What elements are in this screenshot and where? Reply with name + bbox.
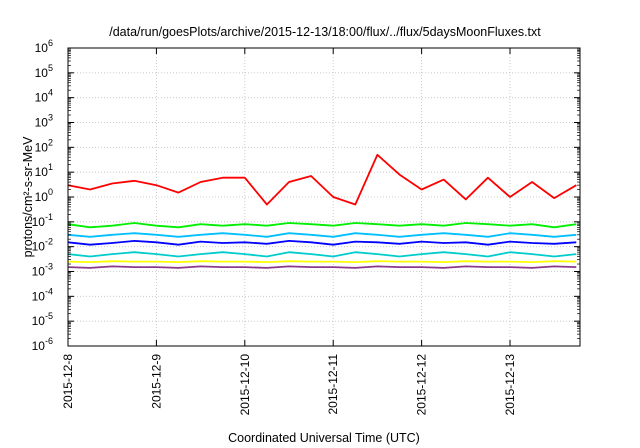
- y-tick-labels: 10-610-510-410-310-210-11001011021031041…: [32, 38, 53, 353]
- series-line: [67, 153, 577, 206]
- grid: [67, 47, 580, 347]
- y-tick-label: 10-4: [32, 286, 53, 303]
- series-group: [67, 153, 577, 269]
- y-tick-label: 106: [35, 38, 53, 55]
- series-line: [67, 232, 577, 238]
- y-tick-exponent: -2: [45, 237, 53, 247]
- y-tick-base: 10: [32, 240, 46, 254]
- series-line: [67, 260, 577, 264]
- y-tick-label: 100: [35, 187, 53, 204]
- series-line: [67, 239, 577, 246]
- y-tick-exponent: 6: [48, 38, 53, 48]
- y-tick-label: 101: [35, 162, 53, 179]
- y-tick-label: 10-3: [32, 262, 53, 279]
- y-tick-base: 10: [32, 215, 46, 229]
- y-tick-exponent: 1: [48, 162, 53, 172]
- y-tick-exponent: -5: [45, 311, 53, 321]
- y-tick-exponent: -4: [45, 286, 53, 296]
- y-tick-base: 10: [32, 314, 46, 328]
- y-tick-base: 10: [35, 91, 49, 105]
- x-tick-label: 2015-12-13: [503, 354, 517, 416]
- y-tick-exponent: 3: [48, 113, 53, 123]
- y-axis-label: protons/cm²-s-sr-MeV: [21, 136, 35, 258]
- y-tick-base: 10: [32, 289, 46, 303]
- series-line: [67, 265, 577, 269]
- y-tick-exponent: 5: [48, 63, 53, 73]
- y-tick-exponent: 4: [48, 88, 53, 98]
- tick-marks: [67, 47, 580, 347]
- y-tick-label: 10-5: [32, 311, 53, 328]
- y-tick-label: 10-1: [32, 212, 53, 229]
- y-tick-label: 103: [35, 113, 53, 130]
- x-tick-label: 2015-12-9: [149, 354, 163, 409]
- y-tick-base: 10: [35, 41, 49, 55]
- y-tick-label: 102: [35, 137, 53, 154]
- y-tick-base: 10: [32, 265, 46, 279]
- y-tick-base: 10: [35, 66, 49, 80]
- y-tick-base: 10: [35, 190, 49, 204]
- y-tick-base: 10: [35, 165, 49, 179]
- y-tick-exponent: -6: [45, 336, 53, 346]
- y-tick-base: 10: [35, 140, 49, 154]
- y-tick-exponent: -1: [45, 212, 53, 222]
- x-tick-labels: 2015-12-8 2015-12-9 2015-12-10 2015-12-11 20…: [61, 354, 517, 416]
- y-tick-exponent: 0: [48, 187, 53, 197]
- series-line: [67, 222, 577, 229]
- y-tick-exponent: -3: [45, 262, 53, 272]
- x-tick-label: 2015-12-11: [326, 354, 340, 415]
- y-tick-label: 10-6: [32, 336, 53, 353]
- series-line: [67, 251, 577, 258]
- y-tick-label: 105: [35, 63, 53, 80]
- x-axis-label: Coordinated Universal Time (UTC): [228, 431, 420, 445]
- y-tick-base: 10: [35, 116, 49, 130]
- y-tick-label: 104: [35, 88, 53, 105]
- y-tick-label: 10-2: [32, 237, 53, 254]
- x-tick-label: 2015-12-8: [61, 354, 75, 409]
- y-tick-base: 10: [32, 339, 46, 353]
- x-tick-label: 2015-12-10: [238, 354, 252, 416]
- chart-title: /data/run/goesPlots/archive/2015-12-13/1…: [109, 25, 541, 39]
- x-tick-label: 2015-12-12: [415, 354, 429, 416]
- y-tick-exponent: 2: [48, 137, 53, 147]
